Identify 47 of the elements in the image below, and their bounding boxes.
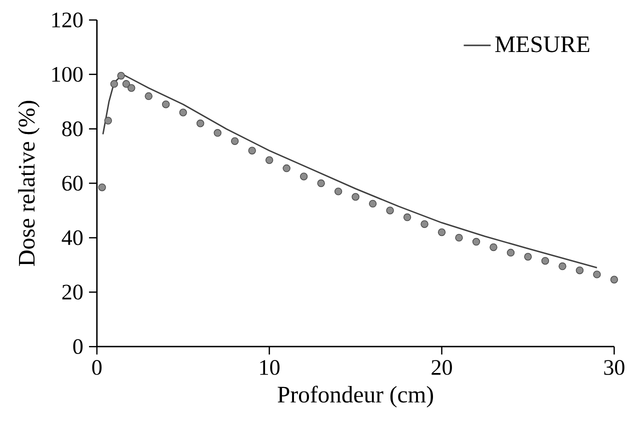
point — [248, 146, 256, 154]
point — [317, 179, 325, 187]
point — [179, 108, 187, 116]
y-tick-label: 20 — [62, 284, 83, 300]
y-tick-label: 120 — [52, 12, 83, 28]
x-tick-label: 30 — [604, 360, 624, 375]
y-axis-title: Dose relative (%) — [18, 100, 40, 266]
point — [438, 228, 446, 236]
point — [524, 252, 532, 260]
point — [490, 243, 498, 251]
point — [541, 256, 550, 265]
point — [403, 213, 412, 221]
point — [230, 137, 239, 145]
point — [162, 100, 170, 108]
y-tick-label: 40 — [62, 230, 83, 245]
y-tick-label: 100 — [52, 66, 83, 82]
point — [214, 128, 222, 137]
point — [196, 119, 204, 128]
point — [104, 116, 112, 124]
point — [122, 80, 130, 88]
point — [110, 80, 118, 88]
point — [300, 172, 308, 180]
point — [98, 183, 106, 192]
x-tick-label: 10 — [260, 360, 280, 375]
x-tick-label: 0 — [92, 360, 102, 375]
point — [576, 266, 584, 274]
point — [420, 220, 428, 228]
point — [593, 270, 601, 278]
point — [506, 248, 515, 256]
point — [386, 206, 394, 214]
legend-label: MESURE — [495, 36, 590, 52]
point — [352, 192, 360, 201]
point — [455, 234, 463, 242]
point — [472, 238, 480, 246]
y-tick-label: 80 — [62, 121, 83, 136]
point — [558, 262, 566, 270]
point — [117, 72, 125, 80]
point — [144, 92, 152, 100]
y-tick-label: 60 — [62, 176, 83, 191]
point — [368, 200, 377, 208]
point — [282, 164, 290, 172]
x-tick-label: 20 — [432, 360, 452, 375]
y-tick-label: 0 — [73, 338, 83, 354]
point — [265, 156, 274, 164]
x-axis-title: Profondeur (cm) — [278, 386, 433, 408]
point — [334, 187, 342, 196]
point — [128, 84, 136, 92]
